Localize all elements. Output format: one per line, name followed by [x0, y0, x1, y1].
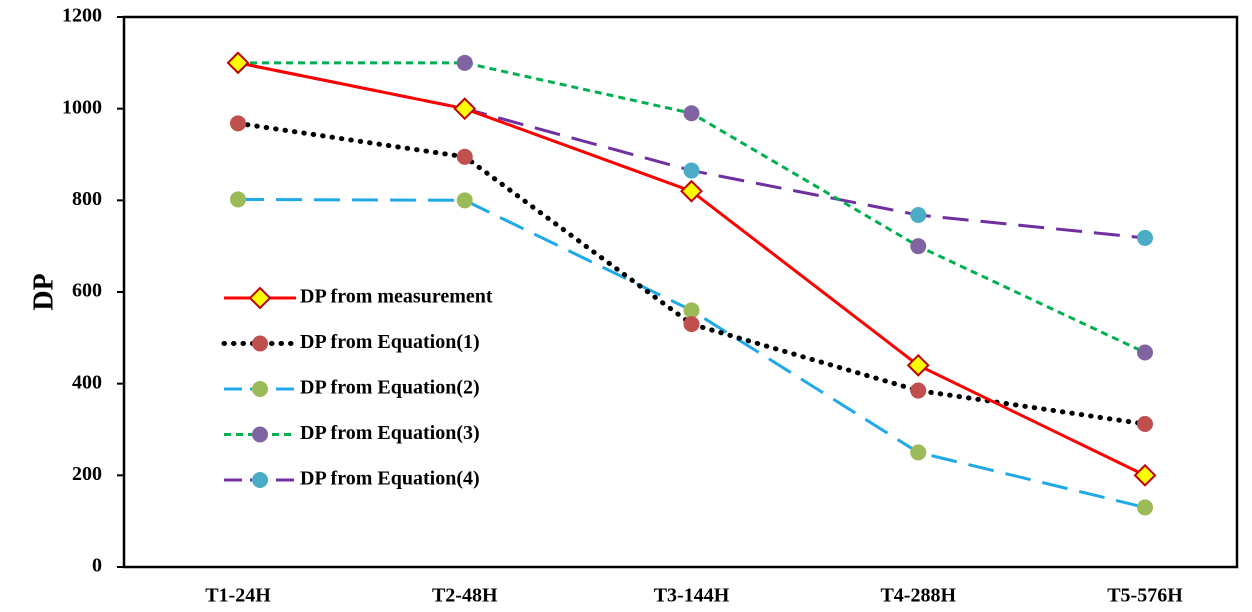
data-point [683, 105, 700, 122]
x-tick-label: T3-144H [654, 585, 730, 607]
data-point [1137, 499, 1153, 516]
legend-label: DP from Equation(1) [300, 331, 480, 353]
data-point [456, 192, 473, 209]
series-line-group [237, 197, 1146, 509]
legend-entry: DP from Equation(3) [224, 422, 480, 444]
y-tick-label: 0 [92, 555, 102, 577]
x-tick-label: T2-48H [432, 585, 498, 607]
data-point [910, 382, 927, 399]
x-tick-label: T5-576H [1107, 585, 1183, 607]
legend-entry: DP from Equation(1) [221, 331, 480, 353]
data-point [683, 162, 700, 179]
series-marker-group [230, 54, 1153, 246]
data-point [910, 444, 927, 461]
data-point [453, 97, 477, 121]
series-marker-group [230, 191, 1153, 516]
y-tick-label: 1200 [62, 5, 102, 27]
legend-label: DP from Equation(4) [300, 468, 480, 490]
y-tick-label: 800 [72, 188, 102, 210]
data-point [680, 179, 703, 203]
data-point [1133, 463, 1157, 487]
legend-swatch-marker [252, 472, 268, 488]
y-tick-label: 200 [72, 463, 102, 485]
legend-entry: DP from measurement [224, 286, 493, 310]
data-point [906, 353, 930, 377]
data-point [1137, 416, 1153, 432]
data-point [910, 238, 927, 255]
legend-label: DP from Equation(2) [300, 377, 480, 399]
legend-label: DP from measurement [300, 286, 493, 308]
legend-entry: DP from Equation(2) [224, 377, 480, 399]
data-point [910, 207, 927, 223]
y-tick-label: 400 [72, 371, 102, 393]
data-point [1137, 344, 1153, 361]
series-marker-group [226, 51, 1157, 487]
y-tick-label: 600 [72, 280, 102, 302]
legend-swatch-marker [248, 286, 272, 310]
data-point [226, 51, 250, 75]
legend-swatch-marker [252, 381, 268, 397]
data-point [683, 316, 700, 333]
data-point [456, 54, 473, 71]
data-point [456, 148, 473, 165]
legend-swatch-marker [252, 335, 268, 352]
x-tick-label: T1-24H [205, 585, 271, 607]
x-tick-label: T4-288H [880, 585, 956, 607]
legend-label: DP from Equation(3) [300, 422, 480, 444]
y-tick-label: 1000 [62, 96, 102, 118]
data-point [1137, 229, 1153, 246]
series-marker-group [230, 115, 1153, 432]
data-point [230, 191, 246, 208]
legend: DP from measurement DP from Equation(1) DP… [221, 286, 493, 490]
axes-layer: 0 200 400 600 800 1000 1200 T1-24H T2-48H T3-144H… [62, 5, 1239, 607]
series-layer [226, 51, 1157, 516]
data-point [683, 302, 700, 319]
series-line [237, 197, 1146, 509]
series-line [237, 61, 1146, 477]
data-point [230, 115, 246, 132]
plot-border [122, 15, 1239, 569]
y-axis-title: DP [28, 273, 59, 310]
legend-swatch-marker [252, 426, 268, 443]
series-line-group [237, 61, 1146, 477]
legend-entry: DP from Equation(4) [224, 468, 480, 490]
